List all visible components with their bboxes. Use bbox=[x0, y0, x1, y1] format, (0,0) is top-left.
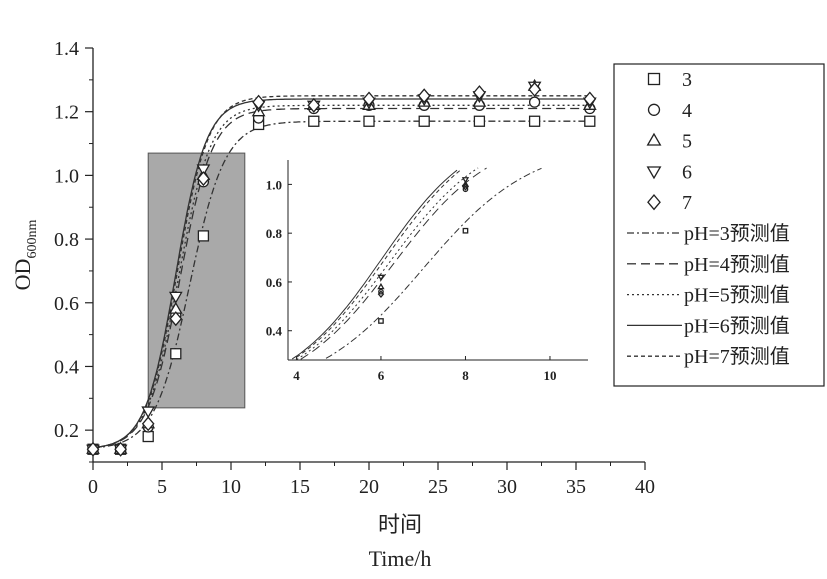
data-point-ph7 bbox=[197, 171, 210, 187]
data-point-ph7 bbox=[528, 81, 541, 97]
legend-label: 4 bbox=[682, 100, 692, 122]
inset-data-point-ph7 bbox=[377, 290, 385, 299]
inset-fit-line-ph5 bbox=[296, 167, 479, 361]
y-tick-label: 1.2 bbox=[54, 102, 79, 124]
legend-label: 3 bbox=[682, 69, 692, 91]
legend-marker-triangle-down bbox=[646, 166, 662, 180]
x-tick-label: 10 bbox=[221, 476, 241, 498]
y-axis-title: OD600nm bbox=[10, 220, 40, 291]
data-point-ph4 bbox=[528, 96, 541, 108]
inset-y-tick-label: 0.8 bbox=[266, 226, 283, 241]
legend-marker-circle bbox=[647, 103, 661, 116]
legend-label: 6 bbox=[682, 161, 692, 183]
legend-label: pH=5预测值 bbox=[684, 284, 790, 307]
x-tick-label: 30 bbox=[497, 476, 517, 498]
data-point-ph7 bbox=[583, 91, 597, 107]
legend-marker-diamond bbox=[647, 194, 661, 211]
data-point-ph3 bbox=[197, 230, 210, 242]
legend-label: pH=6预测值 bbox=[684, 314, 790, 337]
inset-plot-area: 4 6 8 10 0.4 0.6 0.8 1.0 bbox=[266, 156, 590, 383]
inset-y-tick-label: 0.6 bbox=[266, 275, 283, 290]
main-plot-area: 0 5 10 15 20 25 30 35 40 0.2 0.4 0.6 0.8 1.0 1.2 1.4 bbox=[54, 38, 655, 498]
data-point-ph3 bbox=[170, 348, 182, 360]
data-point-ph7 bbox=[252, 94, 265, 110]
data-point-ph7 bbox=[362, 91, 376, 107]
inset-data-point-ph6 bbox=[461, 177, 470, 184]
legend-label: 7 bbox=[682, 192, 692, 214]
data-point-ph7 bbox=[114, 441, 127, 457]
legend-box bbox=[613, 63, 825, 387]
inset-data-point-ph6 bbox=[377, 274, 385, 282]
inset-x-tick-label: 6 bbox=[378, 368, 385, 383]
inset-fit-line-ph6 bbox=[291, 169, 458, 360]
inset-data-point-ph5 bbox=[461, 180, 470, 187]
legend-label: pH=4预测值 bbox=[684, 253, 790, 276]
y-tick-label: 0.4 bbox=[54, 356, 79, 378]
data-point-ph3 bbox=[528, 115, 541, 127]
fit-line-ph6 bbox=[92, 98, 590, 449]
data-point-ph7 bbox=[141, 416, 155, 432]
inset-data-point-ph3 bbox=[378, 318, 384, 324]
legend-marker-square bbox=[647, 72, 661, 86]
data-point-ph7 bbox=[417, 88, 431, 104]
data-point-ph7 bbox=[307, 97, 321, 113]
data-point-ph6 bbox=[141, 406, 156, 419]
legend-label: 5 bbox=[682, 131, 692, 153]
y-tick-label: 0.8 bbox=[54, 229, 79, 251]
x-tick-label: 5 bbox=[157, 476, 167, 498]
inset-data-point-ph7 bbox=[462, 182, 469, 191]
y-tick-label: 1.0 bbox=[54, 165, 79, 187]
data-point-ph3 bbox=[142, 430, 154, 443]
data-point-ph3 bbox=[584, 115, 596, 127]
data-point-ph7 bbox=[169, 311, 183, 327]
data-point-ph7 bbox=[473, 85, 486, 101]
inset-fit-line-ph7 bbox=[296, 169, 462, 358]
x-tick-label: 20 bbox=[359, 476, 379, 498]
y-axis-title-main: OD bbox=[10, 259, 35, 291]
x-tick-label: 25 bbox=[428, 476, 448, 498]
y-axis-title-group: OD600nm bbox=[10, 220, 40, 291]
inset-data-point-ph4 bbox=[462, 186, 469, 193]
fit-line-ph7 bbox=[92, 95, 590, 449]
x-tick-label: 15 bbox=[290, 476, 310, 498]
data-point-ph3 bbox=[363, 115, 375, 127]
inset-y-tick-label: 0.4 bbox=[266, 324, 283, 339]
inset-data-point-ph3 bbox=[462, 227, 469, 234]
inset-fit-line-ph4 bbox=[300, 167, 487, 360]
x-axis-title: Time/h bbox=[369, 546, 432, 571]
data-point-ph7 bbox=[86, 441, 100, 457]
data-point-ph6 bbox=[196, 164, 211, 177]
inset-data-point-ph4 bbox=[378, 288, 384, 295]
data-point-ph3 bbox=[308, 115, 320, 127]
fit-line-ph3 bbox=[92, 120, 590, 449]
x-tick-label: 0 bbox=[88, 476, 98, 498]
x-tick-label: 35 bbox=[566, 476, 586, 498]
x-axis-title-cn: 时间 bbox=[378, 512, 422, 537]
legend-label: pH=3预测值 bbox=[684, 222, 790, 245]
inset-x-tick-label: 8 bbox=[462, 368, 469, 383]
legend-marker-triangle-up bbox=[646, 132, 662, 146]
x-tick-label: 40 bbox=[635, 476, 655, 498]
inset-data-point-ph5 bbox=[377, 282, 385, 290]
legend: 3 4 5 6 7 pH=3预测值 pH=4预测值 pH=5预测值 pH=6预测值 pH=7预测值 bbox=[613, 63, 825, 387]
data-point-ph3 bbox=[473, 115, 486, 127]
data-point-ph3 bbox=[418, 115, 430, 127]
legend-label: pH=7预测值 bbox=[684, 345, 790, 368]
inset-x-tick-label: 10 bbox=[543, 368, 556, 383]
y-tick-label: 1.4 bbox=[54, 38, 79, 60]
y-tick-label: 0.6 bbox=[54, 293, 79, 315]
y-axis-title-subscript: 600nm bbox=[25, 220, 40, 259]
inset-y-tick-label: 1.0 bbox=[266, 177, 282, 192]
data-point-ph6 bbox=[168, 291, 183, 304]
highlight-region bbox=[147, 152, 246, 409]
inset-x-tick-label: 4 bbox=[293, 368, 300, 383]
y-tick-label: 0.2 bbox=[54, 420, 79, 442]
